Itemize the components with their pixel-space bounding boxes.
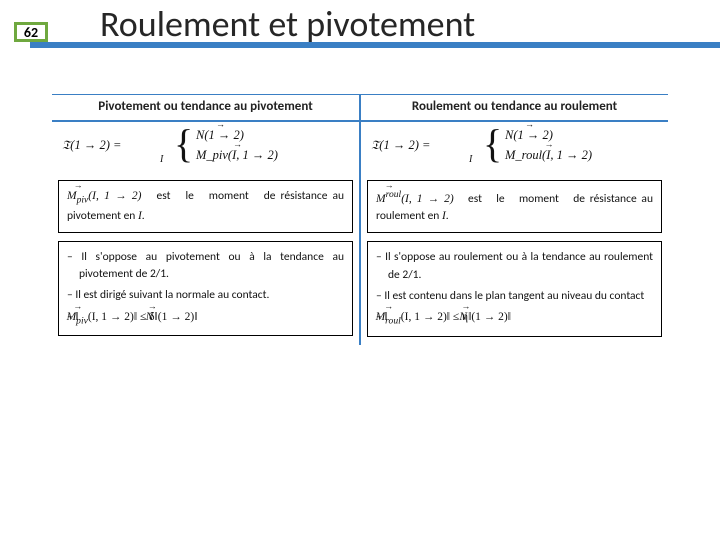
left-point-2: – Il est dirigé suivant la normale au co…	[67, 287, 344, 304]
right-point-1: – Il s'oppose au roulement ou à la tenda…	[376, 249, 653, 284]
right-column-heading: Roulement ou tendance au roulement	[361, 95, 668, 120]
slide-header: 62 Roulement et pivotement	[0, 0, 720, 58]
left-box-2: – Il s'oppose au pivotement ou à la tend…	[58, 241, 353, 336]
right-torsor-m: M_roul(I, 1 → 2)	[505, 148, 592, 163]
right-box-2: – Il s'oppose au roulement ou à la tenda…	[367, 241, 662, 336]
left-brace: {	[174, 124, 193, 164]
right-torsor-sub: I	[469, 154, 472, 165]
left-torsor-sub: I	[160, 154, 163, 165]
right-brace: {	[483, 124, 502, 164]
page-number-badge: 62	[14, 22, 48, 42]
right-torsor-lhs: 𝔗(1 → 2) =	[371, 138, 430, 153]
right-torsor: 𝔗(1 → 2) = I { N(1 → 2) M_roul(I, 1 → 2)	[361, 122, 668, 174]
left-point-1: – Il s'oppose au pivotement ou à la tend…	[67, 249, 344, 284]
right-point-2: – Il est contenu dans le plan tangent au…	[376, 288, 653, 305]
content-area: Pivotement ou tendance au pivotement Rou…	[52, 94, 668, 345]
right-box-1: Mroul(I, 1 → 2) est le moment de résista…	[367, 180, 662, 233]
page-title: Roulement et pivotement	[100, 2, 475, 46]
left-torsor-lhs: 𝔗(1 → 2) =	[62, 138, 121, 153]
left-point-3: – ‖Mpiv(I, 1 → 2)‖ ≤ δ‖N(1 → 2)‖	[67, 309, 344, 329]
left-torsor-m: M_piv(I, 1 → 2)	[196, 148, 278, 163]
right-point-3: – ‖Mroul(I, 1 → 2)‖ ≤ η‖N(1 → 2)‖	[376, 309, 653, 329]
left-torsor: 𝔗(1 → 2) = I { N(1 → 2) M_piv(I, 1 → 2)	[52, 122, 359, 174]
left-column-heading: Pivotement ou tendance au pivotement	[52, 95, 359, 120]
left-box-1: Mpiv(I, 1 → 2) est le moment de résistan…	[58, 180, 353, 233]
comparison-table: Pivotement ou tendance au pivotement Rou…	[52, 94, 668, 345]
